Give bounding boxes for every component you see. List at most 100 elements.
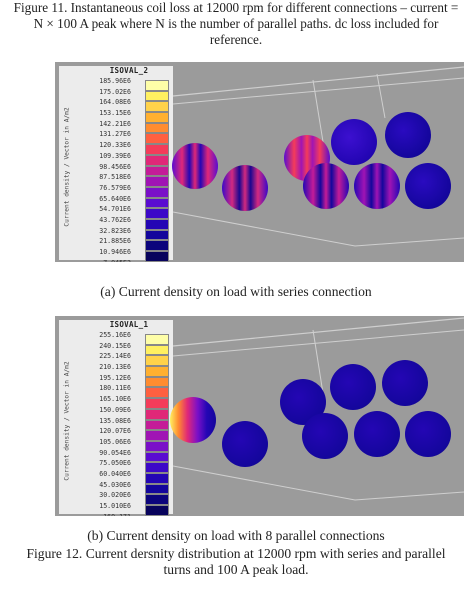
legend-color-swatch — [145, 494, 169, 505]
legend-title: ISOVAL_2 — [109, 66, 149, 75]
legend-color-swatch — [145, 251, 169, 262]
panel-b-current-density-plot: ISOVAL_1 Current density / Vector in A/m… — [55, 316, 464, 516]
conductor-cross-section — [382, 360, 428, 406]
conductor-cross-section — [170, 397, 216, 443]
legend-color-swatch — [145, 419, 169, 431]
conductor-cross-section — [302, 413, 348, 459]
legend-color-swatch — [145, 197, 169, 209]
conductor-cross-section — [331, 119, 377, 165]
legend-color-swatch — [145, 218, 169, 230]
legend-color-swatch — [145, 144, 169, 155]
legend-level-value: 98.456E6 — [99, 162, 131, 171]
legend-level-labels: 185.96E6 175.02E6 164.08E6 153.15E6 142.21E6… — [75, 76, 131, 262]
legend-color-swatch — [145, 154, 169, 166]
legend-color-swatch — [145, 240, 169, 251]
legend-level-value: 120.07E6 — [99, 427, 131, 436]
conductor-cross-section — [172, 143, 218, 189]
legend-axis-label: Current density / Vector in A/m2 — [63, 361, 71, 481]
legend-level-value: 30.020E6 — [99, 491, 131, 500]
legend-color-swatch — [145, 176, 169, 187]
legend-color-swatch — [145, 165, 169, 177]
conductor-cross-section — [405, 411, 451, 457]
panel-a-current-density-plot: ISOVAL_2 Current density / Vector in A/m… — [55, 62, 464, 262]
legend-level-value: 210.13E6 — [99, 363, 131, 372]
legend-level-value: 54.701E6 — [99, 205, 131, 214]
figure-11-caption: Figure 11. Instantaneous coil loss at 12… — [13, 0, 459, 47]
legend-color-swatch — [145, 505, 169, 516]
legend-color-swatch — [145, 229, 169, 241]
panel-a-caption: (a) Current density on load with series … — [100, 284, 372, 299]
legend-color-swatch — [145, 408, 169, 420]
legend-level-value: 135.08E6 — [99, 416, 131, 425]
legend-level-value: 160.171 — [75, 512, 131, 516]
legend-level-value: 90.054E6 — [99, 448, 131, 457]
legend-color-swatch — [145, 440, 169, 452]
legend-level-value: 240.15E6 — [99, 341, 131, 350]
legend-color-swatch — [145, 186, 169, 198]
legend-color-swatch — [145, 133, 169, 145]
panel-a-geometry-lines — [172, 66, 464, 247]
legend-color-swatch — [145, 334, 169, 345]
legend-level-value: 15.010E6 — [99, 502, 131, 510]
legend-color-swatch — [145, 344, 169, 356]
legend-level-value: 150.09E6 — [99, 405, 131, 414]
legend-level-value: 21.885E6 — [99, 237, 131, 246]
legend-color-swatch — [145, 355, 169, 367]
legend-title: ISOVAL_1 — [109, 320, 149, 329]
legend-color-swatch — [145, 451, 169, 463]
legend-color-swatch — [145, 208, 169, 219]
legend-level-value: 255.16E6 — [99, 331, 131, 339]
legend-level-value: 43.762E6 — [99, 215, 131, 224]
legend-level-value: 195.12E6 — [99, 373, 131, 382]
legend-level-value: 45.030E6 — [99, 480, 131, 489]
figure-12-caption: Figure 12. Current dersnity distribution… — [26, 546, 446, 577]
conductor-cross-section — [354, 163, 400, 209]
conductor-cross-section — [222, 165, 268, 211]
legend-color-swatch — [145, 472, 169, 484]
legend-color-swatch — [145, 398, 169, 409]
legend-level-value: 76.579E6 — [99, 183, 131, 192]
legend-level-value: 87.518E6 — [99, 173, 131, 182]
legend-level-labels: 255.16E6 240.15E6 225.14E6 210.13E6 195.12E6… — [75, 330, 131, 516]
legend-level-value: 109.39E6 — [99, 151, 131, 160]
panel-b-color-legend: ISOVAL_1 Current density / Vector in A/m… — [59, 320, 173, 516]
panel-b-caption: (b) Current density on load with 8 paral… — [87, 528, 385, 543]
legend-color-swatch — [145, 80, 169, 91]
legend-color-swatch — [145, 430, 169, 441]
legend-level-value: 105.06E6 — [99, 437, 131, 446]
legend-level-value: 75.050E6 — [99, 459, 131, 468]
legend-level-value: 180.11E6 — [99, 384, 131, 393]
conductor-cross-section — [385, 112, 431, 158]
legend-level-value: 164.08E6 — [99, 98, 131, 107]
conductor-cross-section — [405, 163, 451, 209]
legend-level-value: 7.045E3 — [75, 258, 131, 262]
legend-level-value: 142.21E6 — [99, 119, 131, 128]
legend-color-swatches — [145, 334, 169, 516]
legend-color-swatch — [145, 462, 169, 473]
legend-color-swatch — [145, 387, 169, 399]
legend-level-value: 32.823E6 — [99, 226, 131, 235]
legend-axis-label: Current density / Vector in A/m2 — [63, 107, 71, 227]
legend-color-swatch — [145, 112, 169, 123]
conductor-cross-section — [222, 421, 268, 467]
legend-level-value: 65.640E6 — [99, 194, 131, 203]
conductor-cross-section — [330, 364, 376, 410]
legend-level-value: 10.946E6 — [99, 248, 131, 256]
panel-a-color-legend: ISOVAL_2 Current density / Vector in A/m… — [59, 66, 173, 262]
legend-level-value: 60.040E6 — [99, 469, 131, 478]
legend-color-swatch — [145, 122, 169, 134]
legend-level-value: 131.27E6 — [99, 130, 131, 139]
legend-color-swatch — [145, 483, 169, 495]
legend-level-value: 153.15E6 — [99, 109, 131, 118]
panel-b-geometry-lines — [172, 317, 464, 501]
legend-level-value: 120.33E6 — [99, 141, 131, 150]
conductor-cross-section — [303, 163, 349, 209]
legend-color-swatch — [145, 101, 169, 113]
legend-color-swatch — [145, 366, 169, 377]
legend-level-value: 185.96E6 — [99, 77, 131, 85]
conductor-cross-section — [354, 411, 400, 457]
legend-color-swatch — [145, 90, 169, 102]
legend-level-value: 225.14E6 — [99, 352, 131, 361]
legend-level-value: 165.10E6 — [99, 395, 131, 404]
legend-color-swatches — [145, 80, 169, 262]
